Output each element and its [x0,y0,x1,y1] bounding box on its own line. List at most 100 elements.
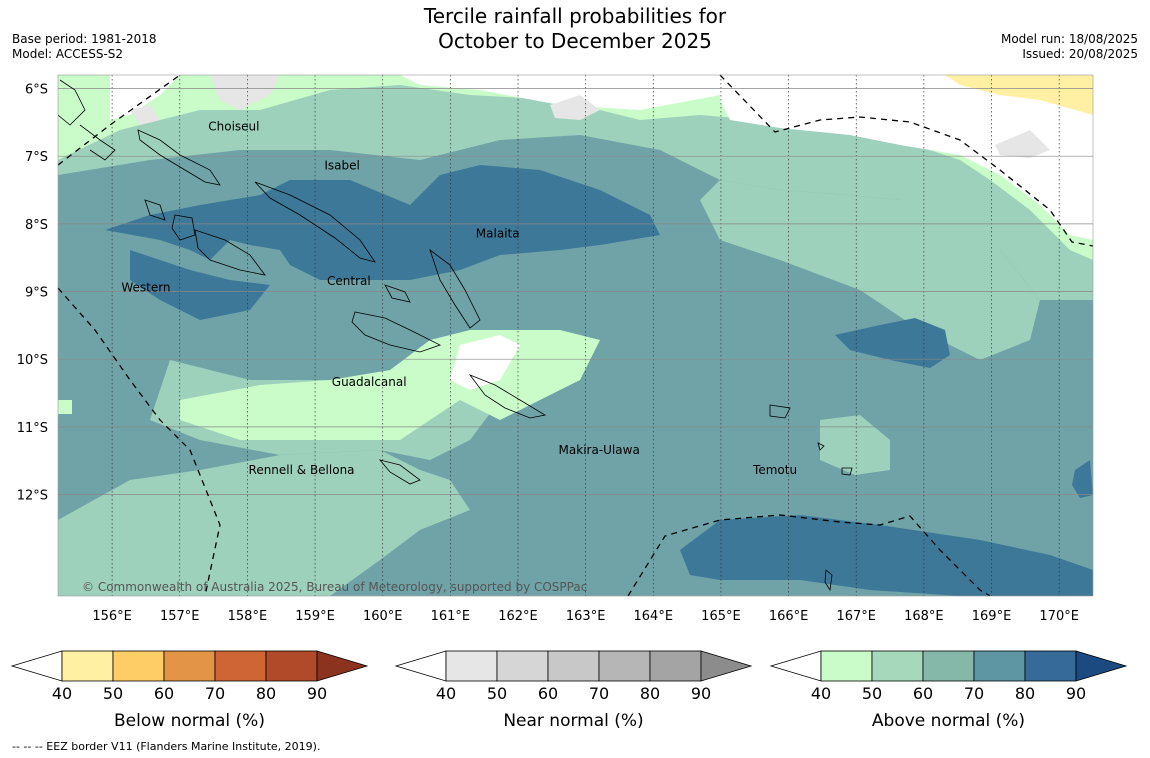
map-title: Tercile rainfall probabilities for Octob… [0,4,1150,54]
issued-date: Issued: 20/08/2025 [1022,47,1138,61]
graticule [58,75,1093,596]
model-info: Base period: 1981-2018 Model: ACCESS-S2 [12,32,157,62]
colorbar-low-extend [10,650,63,682]
lon-label: 156°E [92,609,132,624]
map-figure: 6°S 7°S 8°S 9°S 10°S 11°S 12°S 156°E 157°E 158°E… [10,74,1128,731]
colorbar-segment [496,650,549,682]
colorbar-segment [61,650,114,682]
lon-label: 163°E [566,609,606,624]
coast-nendo [769,404,791,419]
eez-vanuatu-border [627,514,991,597]
colorbar-low-extend [394,650,447,682]
lon-label: 164°E [634,609,674,624]
coast-isabel [254,181,376,263]
colorbar-label: Near normal (%) [503,711,643,731]
coast-makira [468,374,547,419]
province-label: Malaita [476,226,520,240]
province-label: Western [121,281,170,295]
region-no-signal-center [450,335,520,390]
lat-label: 7°S [25,150,48,165]
lon-label: 157°E [160,609,200,624]
coast-vanikoro [841,467,853,476]
eez-png-border [57,74,181,166]
colorbar-legends: 40 50 60 70 80 90 Below normal (%) 40 50 60 70 80 90… [10,650,1128,731]
region-no-signal-north [400,75,720,110]
colorbar-segment [871,650,924,682]
colorbar-segment [922,650,975,682]
colorbar-segment [598,650,651,682]
colorbar-tick: 60 [538,684,558,703]
coast-malaita [429,248,481,329]
lat-label: 10°S [17,353,48,368]
colorbar-tick: 70 [205,684,225,703]
lat-label: 6°S [25,83,48,98]
province-label: Choiseul [208,119,259,133]
colorbar-tick: 80 [1015,684,1035,703]
region-no-signal-ne [720,75,1093,240]
colorbar-tick: 80 [256,684,276,703]
region-above-70-80-west [130,250,270,320]
coast-rennell [378,459,421,485]
colorbar-segment [1024,650,1077,682]
coast-guadalcanal [351,311,442,353]
colorbar-segment [265,650,318,682]
colorbar-high-extend [1075,650,1128,682]
colorbar-tick: 40 [52,684,72,703]
colorbar-tick: 50 [487,684,507,703]
region-near-40-50-b [550,95,600,120]
province-label: Rennell & Bellona [249,463,355,477]
lon-label: 167°E [836,609,876,624]
title-line-2: October to December 2025 [438,29,712,53]
lon-label: 170°E [1039,609,1079,624]
province-label: Makira-Ulawa [559,443,640,457]
probability-field [58,75,1093,596]
run-info: Model run: 18/08/2025 Issued: 20/08/2025 [1001,32,1138,62]
lon-label: 159°E [295,609,335,624]
lon-label: 166°E [769,609,809,624]
colorbar-tick: 40 [436,684,456,703]
province-label: Isabel [324,159,359,173]
colorbar-low-extend [769,650,822,682]
region-above-40-50-spot [58,400,72,414]
colorbar-segment [214,650,267,682]
map-frame [57,74,1094,597]
colorbar-label: Above normal (%) [872,711,1025,731]
lon-label: 160°E [363,609,403,624]
coast-vanuatu-north [824,569,833,592]
copyright-text: © Commonwealth of Australia 2025, Bureau… [82,580,587,594]
colorbar-tick: 80 [640,684,660,703]
lat-label: 11°S [17,421,48,436]
region-above-70-80-south [680,515,1093,596]
eez-borders [57,74,1094,597]
colorbar-tick: 60 [913,684,933,703]
region-above-70-80-se [1072,460,1093,498]
coast-kolombangara [171,214,196,241]
lat-label: 12°S [17,489,48,504]
region-above-70-80-north [105,165,660,280]
colorbar-2: 40 50 60 70 80 90 Above normal (%) [769,650,1128,731]
lat-label: 8°S [25,218,48,233]
coast-new-georgia [194,229,266,276]
eez-west-border [57,287,221,597]
longitude-labels: 156°E 157°E 158°E 159°E 160°E 161°E 162°E 163°E… [92,609,1079,624]
coast-vella [144,199,166,221]
eez-footnote: -- -- -- EEZ border V11 (Flanders Marine… [12,740,321,753]
colorbar-high-extend [316,650,369,682]
lon-label: 168°E [904,609,944,624]
coast-bougainville-south [79,124,116,161]
colorbar-segment [445,650,498,682]
lon-label: 161°E [431,609,471,624]
colorbar-high-extend [700,650,753,682]
latitude-labels: 6°S 7°S 8°S 9°S 10°S 11°S 12°S [17,83,48,504]
title-line-1: Tercile rainfall probabilities for [423,4,727,28]
colorbar-segment [820,650,873,682]
colorbar-segment [547,650,600,682]
province-label: Guadalcanal [332,375,407,389]
lon-label: 158°E [228,609,268,624]
lon-label: 165°E [701,609,741,624]
region-above-50-60-east [700,180,1040,360]
colorbar-segment [163,650,216,682]
region-below-40-50 [945,75,1093,115]
base-period: Base period: 1981-2018 [12,32,157,46]
colorbar-tick: 90 [307,684,327,703]
